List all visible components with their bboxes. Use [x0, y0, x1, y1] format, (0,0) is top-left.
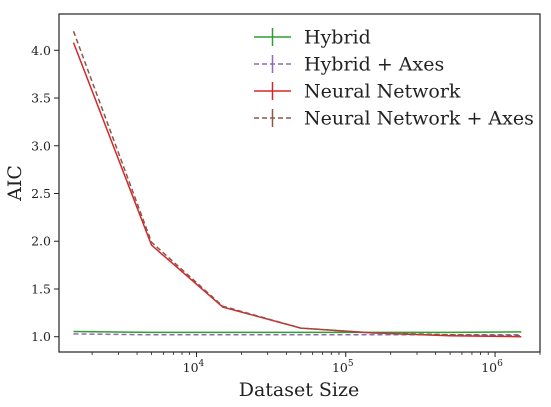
x-tick-exponent: 5 [348, 359, 354, 369]
legend: Hybrid Hybrid + Axes Neural Network Neural … [254, 27, 534, 130]
series-line [73, 333, 522, 336]
legend-label: Neural Network + Axes [304, 108, 534, 130]
x-tick-exponent: 6 [497, 359, 503, 369]
plot-area [58, 13, 541, 353]
x-tick-label: 106 [481, 359, 503, 375]
x-tick-base: 10 [332, 360, 348, 375]
x-tick-base: 10 [183, 360, 199, 375]
legend-label: Neural Network [304, 81, 461, 103]
x-axis-label: Dataset Size [239, 379, 360, 401]
y-tick-label: 2.0 [31, 234, 51, 249]
legend-label: Hybrid [304, 27, 371, 49]
y-tick-label: 2.5 [31, 186, 51, 201]
x-tick-label: 104 [183, 359, 205, 375]
y-tick-label: 3.0 [31, 138, 51, 153]
series-line [72, 30, 522, 337]
y-tick-label: 4.0 [31, 43, 51, 58]
x-tick-label: 105 [332, 359, 354, 375]
x-tick-base: 10 [481, 360, 497, 375]
x-tick-exponent: 4 [199, 359, 205, 369]
y-tick-label: 1.0 [31, 329, 51, 344]
legend-label: Hybrid + Axes [304, 54, 444, 76]
series-line [73, 330, 522, 334]
series-lines [72, 30, 522, 338]
y-tick-label: 3.5 [31, 91, 51, 106]
y-tick-label: 1.5 [31, 281, 51, 296]
y-axis-label: AIC [4, 165, 26, 202]
